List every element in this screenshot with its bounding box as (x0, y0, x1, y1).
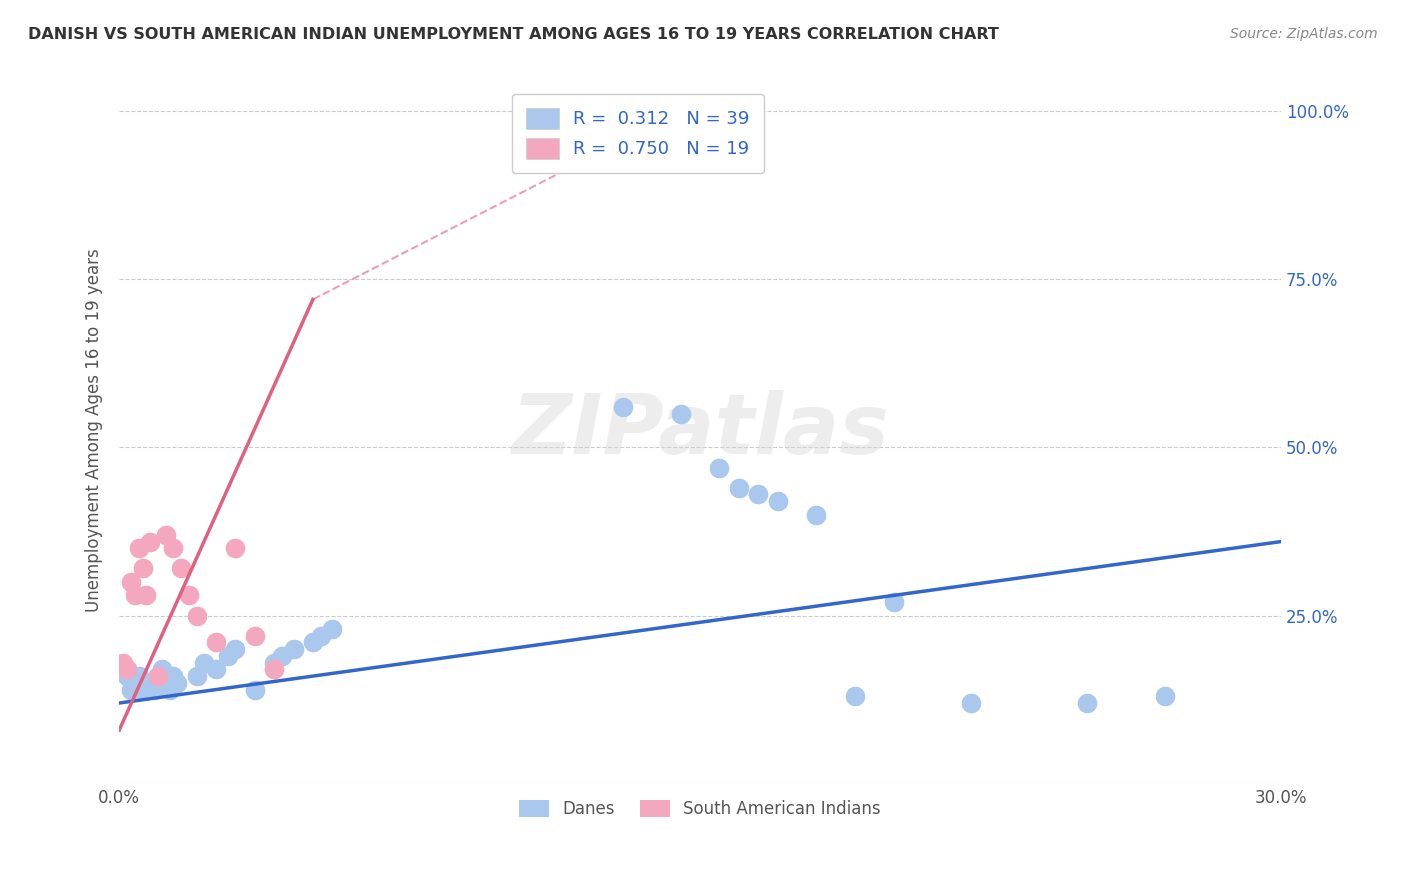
Point (709, 460, 731, 475)
Point (243, 629, 266, 643)
Point (669, 104, 692, 119)
Point (747, 487, 769, 501)
Point (727, 481, 749, 495)
Point (309, 629, 332, 643)
Point (283, 642, 305, 657)
Point (124, 588, 146, 602)
Point (135, 676, 157, 690)
Point (155, 528, 177, 542)
Point (177, 588, 200, 602)
Legend: Danes, South American Indians: Danes, South American Indians (513, 793, 887, 825)
Point (669, 407, 692, 421)
Point (155, 676, 177, 690)
Point (1076, 696, 1098, 710)
Point (186, 669, 208, 683)
Point (139, 534, 162, 549)
Point (131, 682, 153, 697)
Point (150, 662, 173, 676)
Point (806, 508, 828, 522)
Point (128, 541, 150, 556)
Point (115, 662, 138, 676)
Point (146, 669, 169, 683)
Point (115, 669, 138, 683)
Point (302, 635, 325, 649)
Point (162, 541, 184, 556)
Point (135, 588, 157, 602)
Point (612, 400, 634, 414)
Point (120, 574, 142, 589)
Point (205, 662, 228, 676)
Point (960, 696, 983, 710)
Point (186, 608, 208, 623)
Point (139, 676, 162, 690)
Point (205, 635, 228, 649)
Point (263, 656, 285, 670)
Point (128, 669, 150, 683)
Point (170, 561, 193, 575)
Point (112, 662, 135, 676)
Point (217, 648, 239, 663)
Point (766, 494, 789, 508)
Text: ZIPatlas: ZIPatlas (512, 390, 889, 471)
Point (224, 541, 246, 556)
Point (321, 622, 343, 636)
Point (131, 561, 153, 575)
Text: Source: ZipAtlas.com: Source: ZipAtlas.com (1230, 27, 1378, 41)
Point (124, 676, 146, 690)
Point (143, 682, 166, 697)
Point (883, 595, 905, 609)
Point (263, 662, 285, 676)
Point (159, 682, 181, 697)
Point (224, 642, 246, 657)
Point (1153, 690, 1175, 704)
Point (112, 656, 135, 670)
Point (271, 648, 294, 663)
Point (166, 676, 188, 690)
Point (120, 682, 142, 697)
Text: DANISH VS SOUTH AMERICAN INDIAN UNEMPLOYMENT AMONG AGES 16 TO 19 YEARS CORRELATI: DANISH VS SOUTH AMERICAN INDIAN UNEMPLOY… (28, 27, 1000, 42)
Point (243, 682, 266, 697)
Point (193, 656, 215, 670)
Point (146, 669, 169, 683)
Y-axis label: Unemployment Among Ages 16 to 19 years: Unemployment Among Ages 16 to 19 years (86, 249, 103, 613)
Point (844, 690, 866, 704)
Point (162, 669, 184, 683)
